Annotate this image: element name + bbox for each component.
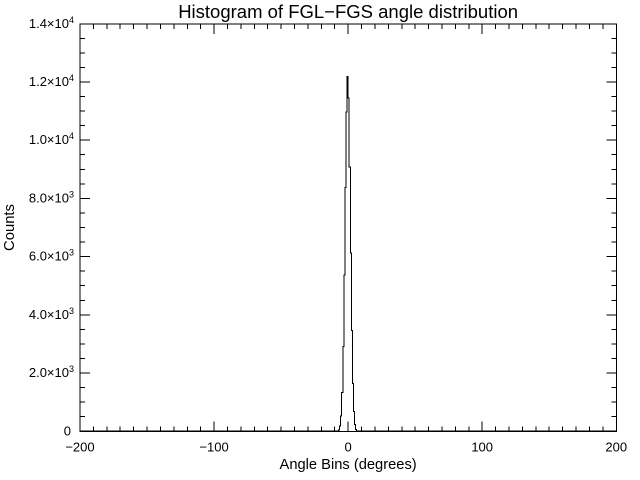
svg-text:−100: −100 [199, 439, 228, 454]
svg-text:100: 100 [471, 439, 493, 454]
svg-text:1.0×104: 1.0×104 [29, 131, 74, 147]
svg-text:Angle Bins (degrees): Angle Bins (degrees) [280, 457, 417, 473]
svg-text:1.2×104: 1.2×104 [29, 73, 74, 89]
svg-text:1.4×104: 1.4×104 [29, 15, 74, 31]
svg-text:−200: −200 [65, 439, 94, 454]
svg-text:0: 0 [64, 423, 71, 438]
svg-text:200: 200 [605, 439, 627, 454]
svg-text:Counts: Counts [2, 204, 18, 251]
svg-text:8.0×103: 8.0×103 [29, 189, 74, 205]
svg-text:0: 0 [345, 439, 352, 454]
svg-text:6.0×103: 6.0×103 [29, 248, 74, 264]
svg-text:2.0×103: 2.0×103 [29, 364, 74, 380]
svg-text:4.0×103: 4.0×103 [29, 306, 74, 322]
svg-text:Histogram of FGL−FGS angle dis: Histogram of FGL−FGS angle distribution [178, 1, 518, 22]
